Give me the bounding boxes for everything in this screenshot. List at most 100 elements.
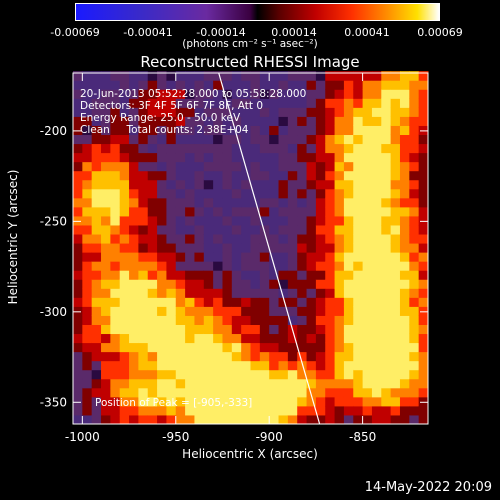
heatmap-cell: [390, 116, 401, 126]
heatmap-cell: [203, 234, 214, 244]
y-axis-label: Heliocentric Y (arcsec): [6, 169, 20, 305]
heatmap-cell: [343, 378, 354, 389]
heatmap-cell: [203, 279, 214, 289]
heatmap-cell: [334, 134, 345, 145]
heatmap-cell: [306, 98, 317, 108]
heatmap-cells: [73, 71, 429, 425]
heatmap-cell: [138, 342, 149, 353]
heatmap-cell: [101, 315, 111, 325]
heatmap-cell: [194, 125, 205, 136]
heatmap-cell: [371, 333, 382, 344]
heatmap-cell: [287, 297, 298, 307]
heatmap-cell: [362, 179, 373, 190]
heatmap-cell: [381, 170, 392, 181]
heatmap-cell: [297, 234, 308, 244]
heatmap-cell: [231, 324, 242, 335]
heatmap-cell: [418, 71, 429, 81]
heatmap-cell: [157, 152, 167, 163]
heatmap-cell: [287, 125, 298, 136]
heatmap-cell: [82, 125, 93, 136]
heatmap-cell: [82, 252, 93, 262]
heatmap-cell: [119, 243, 130, 253]
heatmap-cell: [203, 306, 214, 316]
heatmap-cell: [381, 234, 392, 244]
heatmap-cell: [222, 261, 233, 271]
heatmap-cell: [73, 80, 83, 90]
heatmap-cell: [287, 351, 298, 362]
heatmap-cell: [213, 98, 223, 108]
heatmap-cell: [315, 206, 326, 217]
heatmap-cell: [418, 396, 429, 407]
heatmap-cell: [325, 234, 336, 244]
heatmap-cell: [250, 414, 261, 425]
heatmap-cell: [409, 369, 420, 380]
heatmap-cell: [371, 98, 382, 108]
heatmap-cell: [269, 414, 280, 425]
heatmap-cell: [315, 324, 326, 335]
y-tick-label: -250: [40, 214, 67, 228]
heatmap-cell: [119, 414, 130, 425]
heatmap-cell: [409, 243, 420, 253]
heatmap-cell: [315, 351, 326, 362]
heatmap-cell: [343, 125, 354, 136]
heatmap-cell: [250, 89, 261, 99]
heatmap-cell: [185, 224, 195, 235]
heatmap-cell: [157, 161, 167, 172]
heatmap-cell: [325, 89, 336, 99]
heatmap-cell: [381, 80, 392, 90]
heatmap-cell: [315, 188, 326, 199]
heatmap-cell: [371, 179, 382, 190]
heatmap-cell: [362, 333, 373, 344]
heatmap-cell: [297, 405, 308, 416]
heatmap-cell: [334, 143, 345, 154]
heatmap-cell: [353, 288, 364, 298]
heatmap-cell: [73, 188, 83, 199]
heatmap-cell: [213, 333, 223, 344]
heatmap-cell: [297, 369, 308, 380]
heatmap-cell: [418, 279, 429, 289]
heatmap-cell: [91, 333, 102, 344]
heatmap-cell: [371, 80, 382, 90]
heatmap-cell: [213, 143, 223, 154]
heatmap-cell: [222, 324, 233, 335]
heatmap-cell: [269, 288, 280, 298]
heatmap-cell: [175, 224, 186, 235]
heatmap-cell: [334, 80, 345, 90]
heatmap-cell: [381, 188, 392, 199]
heatmap-cell: [287, 188, 298, 199]
heatmap-cell: [82, 134, 93, 145]
heatmap-cell: [259, 80, 270, 90]
heatmap-cell: [315, 152, 326, 163]
heatmap-cell: [241, 243, 251, 253]
heatmap-cell: [185, 134, 195, 145]
heatmap-cell: [390, 234, 401, 244]
heatmap-cell: [381, 89, 392, 99]
heatmap-cell: [82, 324, 93, 335]
heatmap-cell: [325, 360, 336, 371]
heatmap-cell: [119, 297, 130, 307]
x-tick-label: -850: [349, 430, 376, 444]
heatmap-cell: [353, 143, 364, 154]
heatmap-cell: [119, 315, 130, 325]
heatmap-cell: [231, 414, 242, 425]
heatmap-cell: [222, 369, 233, 380]
heatmap-cell: [278, 89, 289, 99]
heatmap-cell: [213, 71, 223, 81]
heatmap-cell: [185, 333, 195, 344]
heatmap-cell: [185, 143, 195, 154]
heatmap-cell: [222, 215, 233, 226]
heatmap-cell: [119, 98, 130, 108]
heatmap-cell: [278, 396, 289, 407]
heatmap-cell: [175, 297, 186, 307]
heatmap-cell: [362, 170, 373, 181]
heatmap-cell: [213, 324, 223, 335]
heatmap-cell: [157, 414, 167, 425]
heatmap-cell: [129, 134, 139, 145]
heatmap-cell: [409, 279, 420, 289]
heatmap-cell: [203, 324, 214, 335]
heatmap-cell: [241, 143, 251, 154]
heatmap-cell: [390, 197, 401, 208]
heatmap-cell: [353, 297, 364, 307]
heatmap-cell: [250, 369, 261, 380]
heatmap-cell: [381, 116, 392, 126]
